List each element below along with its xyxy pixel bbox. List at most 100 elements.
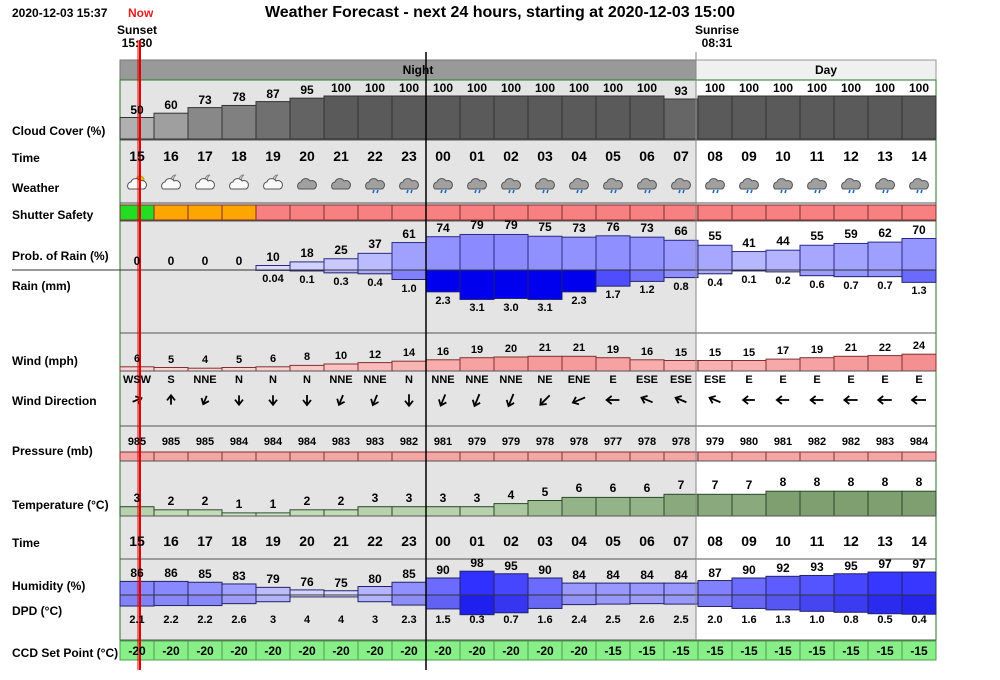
now-label: Now — [128, 6, 154, 20]
pressure-value: 985 — [161, 436, 181, 448]
wind-direction-label: E — [779, 374, 787, 386]
wind-value: 8 — [303, 351, 311, 364]
ccd-set-point-cell — [901, 640, 937, 661]
wind-value: 4 — [201, 354, 209, 367]
cloud-cover-bar — [425, 95, 461, 140]
dpd-value: 2.4 — [571, 614, 587, 626]
rain-value: 0.4 — [367, 276, 383, 289]
dpd-value: 2.6 — [639, 614, 655, 626]
prob-rain-value: 74 — [436, 220, 450, 235]
temperature-value: 3 — [405, 490, 413, 505]
rain-cloud-icon — [501, 178, 521, 194]
cloud-cover-bar — [595, 95, 631, 140]
wind-direction-label: N — [235, 374, 243, 386]
partly-cloudy-night-icon — [195, 174, 215, 190]
hour-label-2: 17 — [197, 533, 213, 549]
cloud-cover-value: 100 — [772, 81, 794, 95]
rain-cloud-icon — [603, 178, 623, 194]
humidity-value: 90 — [538, 563, 552, 577]
temperature-value: 1 — [235, 496, 243, 511]
label-time: Time — [12, 151, 40, 165]
cloud-cover-bar — [561, 95, 597, 140]
humidity-value: 93 — [810, 560, 824, 575]
hour-label: 09 — [741, 148, 757, 164]
prob-rain-value: 75 — [538, 220, 552, 235]
temperature-value: 3 — [439, 490, 447, 505]
ccd-set-point-value: -20 — [468, 644, 486, 658]
hour-label-2: 23 — [401, 533, 417, 549]
prob-rain-value: 55 — [708, 229, 722, 244]
label-time-2: Time — [12, 536, 40, 550]
wind-value: 6 — [269, 352, 277, 365]
hour-label: 17 — [197, 148, 213, 164]
rain-cloud-icon — [739, 178, 759, 194]
rain-cloud-icon — [671, 178, 691, 194]
prob-rain-bar — [901, 238, 937, 271]
pressure-value: 984 — [229, 436, 249, 448]
prob-rain-bar — [391, 242, 427, 271]
prob-rain-value: 37 — [368, 237, 382, 252]
pressure-value: 985 — [195, 436, 215, 448]
hour-label-2: 03 — [537, 533, 553, 549]
humidity-value: 86 — [164, 566, 178, 581]
temperature-value: 6 — [609, 481, 617, 496]
wind-value: 17 — [776, 345, 790, 358]
pressure-value: 979 — [467, 436, 487, 448]
cloud-cover-value: 100 — [398, 81, 420, 95]
cloud-cover-value: 100 — [534, 81, 556, 95]
wind-value: 5 — [235, 353, 243, 366]
day-band-label: Day — [814, 63, 837, 77]
humidity-value: 84 — [674, 568, 688, 583]
hour-label-2: 06 — [639, 533, 655, 549]
pressure-value: 983 — [331, 436, 351, 448]
hour-label-2: 01 — [469, 533, 485, 549]
pressure-value: 982 — [399, 436, 419, 448]
ccd-set-point-value: -15 — [604, 644, 622, 658]
wind-direction-label: E — [915, 374, 923, 386]
label-humidity: Humidity (%) — [12, 579, 86, 593]
humidity-value: 98 — [470, 556, 484, 571]
humidity-value: 84 — [572, 568, 586, 583]
dpd-value: 2.0 — [707, 614, 723, 626]
ccd-set-point-value: -20 — [366, 644, 384, 658]
ccd-set-point-value: -15 — [774, 644, 792, 658]
wind-direction-label: ESE — [703, 374, 726, 386]
prob-rain-value: 79 — [504, 218, 518, 233]
pressure-value: 979 — [705, 436, 725, 448]
cloud-cover-bar — [527, 95, 563, 140]
ccd-set-point-value: -15 — [740, 644, 758, 658]
ccd-set-point-value: -20 — [196, 644, 214, 658]
temperature-value: 8 — [813, 475, 821, 490]
night-band-label: Night — [402, 63, 434, 77]
hour-label: 16 — [163, 148, 179, 164]
prob-rain-value: 0 — [133, 254, 141, 268]
prob-rain-bar — [527, 235, 563, 271]
prob-rain-bar — [697, 244, 733, 271]
temperature-value: 8 — [779, 475, 787, 490]
label-cloud-cover: Cloud Cover (%) — [12, 124, 106, 138]
wind-arrow-icon — [809, 395, 824, 405]
wind-direction-label: WSW — [122, 374, 152, 386]
wind-value: 20 — [504, 343, 518, 355]
pressure-value: 978 — [569, 436, 589, 448]
rain-bar — [493, 269, 529, 299]
sunset-label: Sunset — [116, 23, 157, 37]
cloud-cover-bar — [799, 95, 835, 140]
dpd-value: 3 — [269, 614, 277, 626]
cloud-cover-value: 100 — [432, 81, 454, 95]
pressure-value: 980 — [739, 436, 759, 448]
hour-label: 19 — [265, 148, 281, 164]
dpd-value: 1.5 — [435, 614, 451, 626]
hour-label: 07 — [673, 148, 689, 164]
rain-cloud-icon — [569, 178, 589, 194]
humidity-value: 87 — [708, 565, 722, 580]
humidity-value: 84 — [640, 568, 654, 583]
hour-label-2: 07 — [673, 533, 689, 549]
rain-value: 0.1 — [299, 273, 315, 286]
rain-value: 1.3 — [911, 285, 927, 298]
wind-value: 6 — [133, 352, 141, 365]
cloud-cover-bar — [391, 95, 427, 140]
cloud-cover-value: 100 — [636, 81, 658, 95]
cloud-cover-value: 87 — [266, 86, 280, 101]
hour-label-2: 14 — [911, 533, 927, 549]
